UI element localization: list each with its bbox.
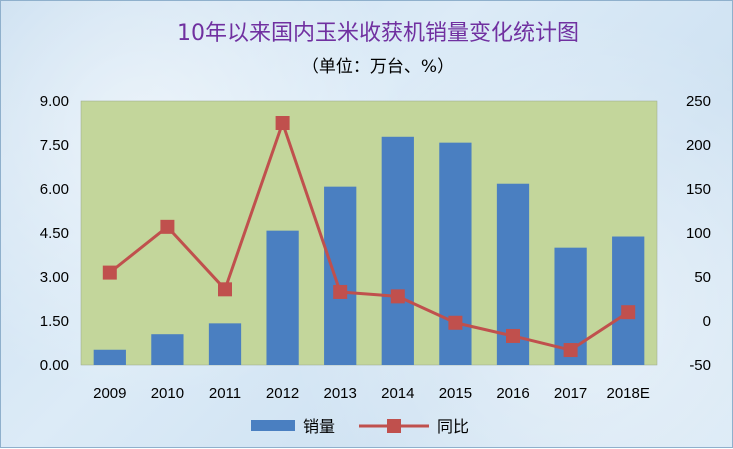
bar-2012 xyxy=(266,230,299,365)
x-tick: 2017 xyxy=(554,385,587,402)
y-left-tick: 4.50 xyxy=(40,225,69,242)
legend-bar-swatch xyxy=(251,420,295,431)
chart-subtitle: （单位：万台、%） xyxy=(302,57,454,77)
y-left-tick: 6.00 xyxy=(40,181,69,198)
legend: 销量 同比 xyxy=(251,417,469,436)
bar-2015 xyxy=(439,142,472,365)
y-left-tick: 7.50 xyxy=(40,137,69,154)
bar-2013 xyxy=(324,186,357,365)
point-2009 xyxy=(102,265,117,280)
x-tick: 2018E xyxy=(607,385,650,402)
line-yoy xyxy=(108,121,630,352)
bar-2009 xyxy=(93,349,126,365)
y-right-tick: 50 xyxy=(694,269,711,286)
y-left-tick: 1.50 xyxy=(40,313,69,330)
y-left-tick: 9.00 xyxy=(40,93,69,110)
x-tick: 2013 xyxy=(324,385,357,402)
x-tick: 2014 xyxy=(381,385,414,402)
point-2012 xyxy=(275,116,290,130)
point-2013 xyxy=(333,284,348,299)
y-right-tick: 150 xyxy=(686,181,711,198)
x-tick: 2016 xyxy=(496,385,529,402)
y-right-tick: 0 xyxy=(703,313,711,330)
x-tick: 2009 xyxy=(93,385,126,402)
point-2011 xyxy=(218,282,232,297)
y-right-tick: 250 xyxy=(686,93,711,110)
point-2016 xyxy=(506,328,520,343)
legend-marker xyxy=(387,419,401,433)
x-tick: 2012 xyxy=(266,385,299,402)
bar-2014 xyxy=(381,136,414,365)
x-tick: 2011 xyxy=(209,385,241,402)
point-2015 xyxy=(448,315,463,330)
bar-2018E xyxy=(612,236,645,365)
y-left-tick: 0.00 xyxy=(40,357,69,374)
x-tick: 2015 xyxy=(439,385,472,402)
y-right-tick: 100 xyxy=(686,225,711,242)
point-2018E xyxy=(621,305,636,320)
bar-2011 xyxy=(208,323,242,365)
y-right-tick: 200 xyxy=(686,137,711,154)
legend-label-yoy: 同比 xyxy=(437,417,469,436)
x-tick: 2010 xyxy=(151,385,184,402)
bar-2010 xyxy=(151,334,184,365)
point-2014 xyxy=(390,289,405,304)
point-2010 xyxy=(160,219,175,234)
y-left-tick: 3.00 xyxy=(40,269,69,286)
y-right-tick: -50 xyxy=(689,357,711,374)
chart-title: 10年以来国内玉米收获机销量变化统计图 xyxy=(177,21,579,46)
point-2017 xyxy=(563,343,578,358)
legend-label-sales: 销量 xyxy=(303,417,335,436)
